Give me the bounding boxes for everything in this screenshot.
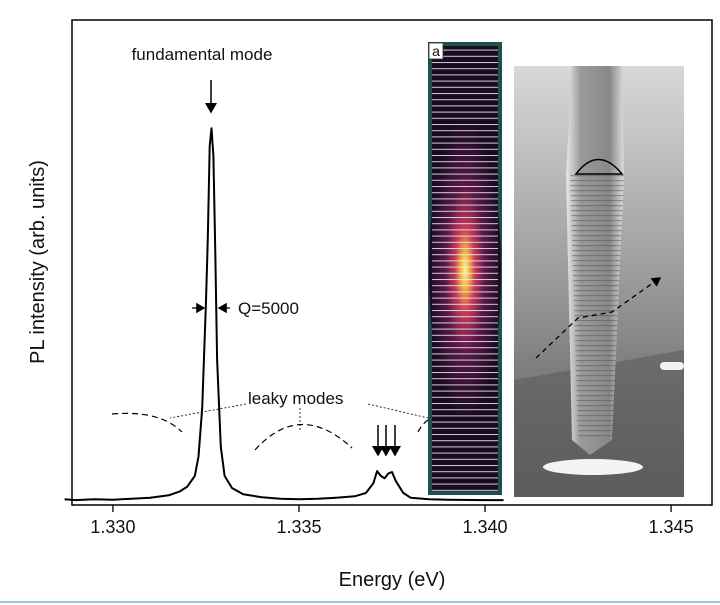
y-axis-label: PL intensity (arb. units): [27, 160, 49, 364]
leaky-mode-curve: [417, 419, 429, 433]
inset-label-box: [428, 42, 444, 60]
inset-stripes: [432, 46, 498, 491]
leaky-mode-curve: [111, 412, 183, 433]
inset-sem: [514, 66, 684, 497]
inset-map: a: [428, 42, 502, 495]
sem-pillar-layers: [570, 175, 624, 440]
annotation: fundamental mode: [132, 45, 273, 64]
annotation: leaky modes: [248, 389, 343, 408]
annotation-leader: [367, 403, 429, 419]
inset-label: a: [432, 43, 440, 59]
x-tick-label: 1.345: [649, 517, 694, 537]
plot-area: 1.330 1.335 1.340 1.345: [64, 127, 694, 537]
leaky-mode-curve: [254, 423, 353, 451]
plot-frame: [71, 19, 713, 506]
sem-lens: [574, 158, 624, 175]
x-tick-label: 1.330: [90, 517, 135, 537]
x-axis-label: Energy (eV): [339, 569, 446, 591]
annotation-leader: [169, 403, 247, 419]
sem-highlight: [660, 362, 684, 370]
sem-emission-arrow: [535, 277, 662, 359]
sem-base: [543, 459, 643, 475]
annotation: Q=5000: [238, 299, 299, 318]
x-tick-label: 1.340: [462, 517, 507, 537]
x-tick-label: 1.335: [276, 517, 321, 537]
spectrum-line: [64, 127, 504, 502]
